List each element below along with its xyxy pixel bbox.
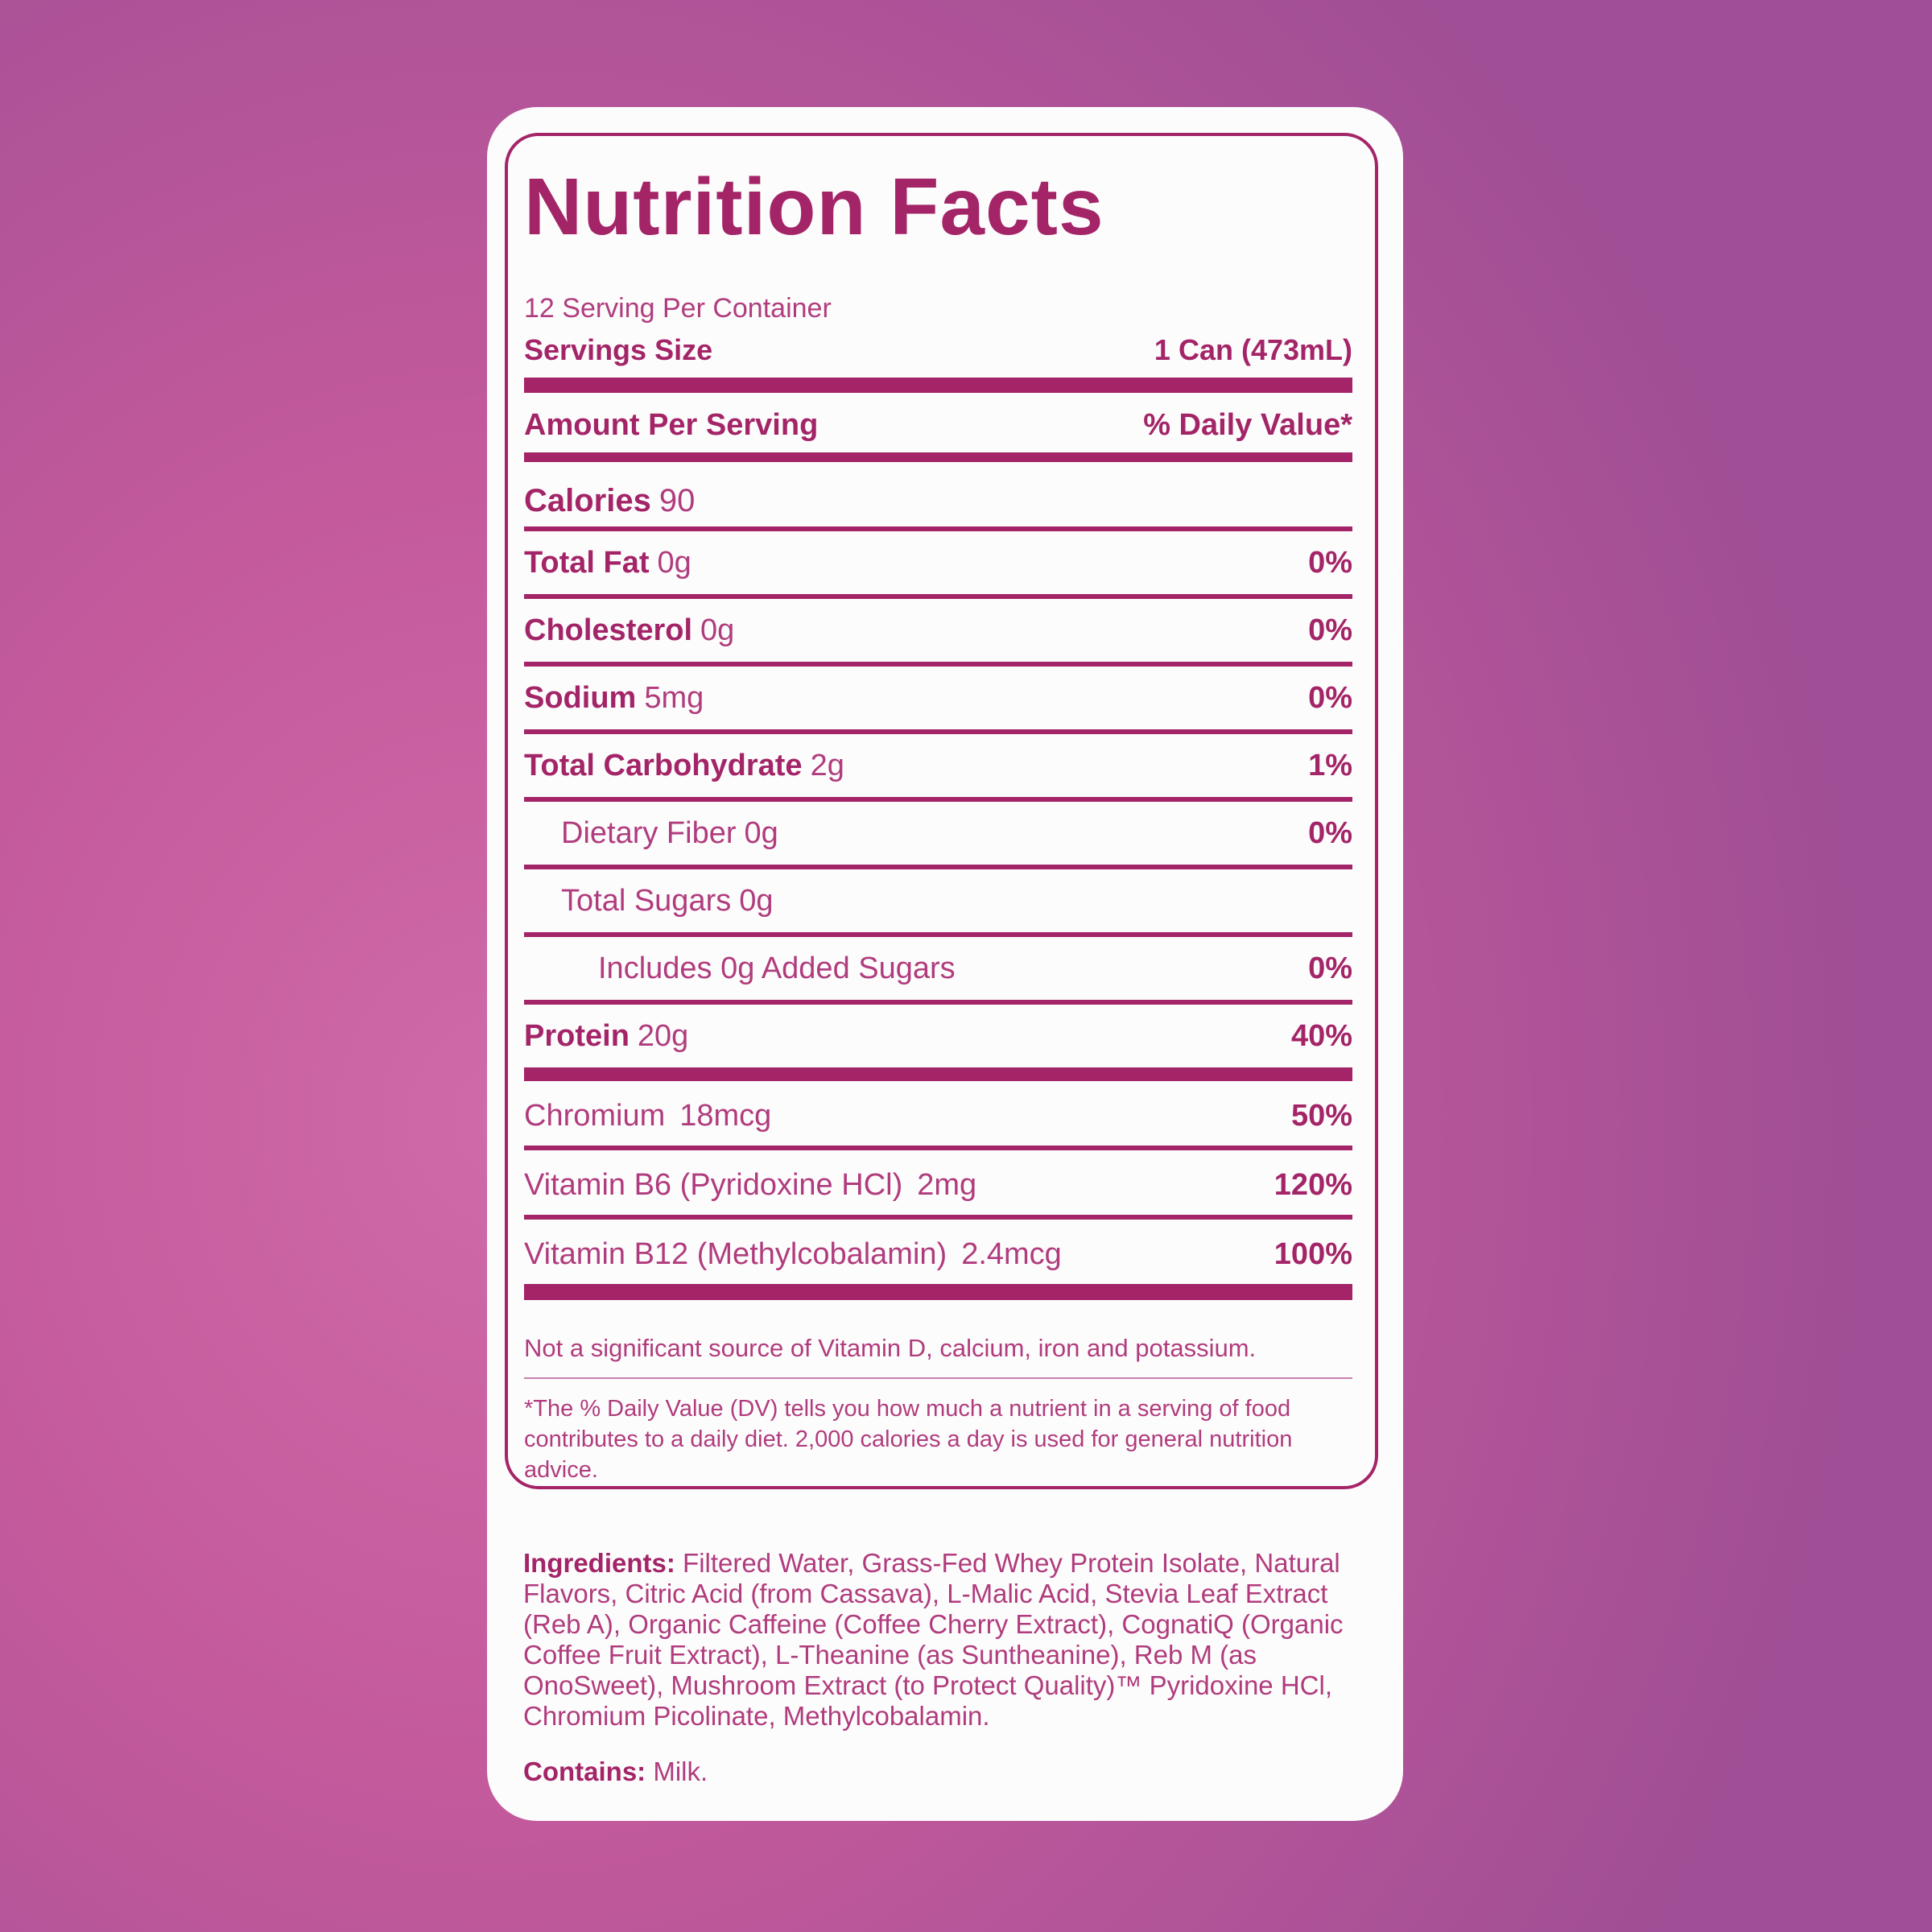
- nutrient-cell: Total Fat 0g: [524, 544, 691, 581]
- table-row-chromium: Chromium 18mcg 50%: [524, 1081, 1352, 1150]
- nutrient-cell: Dietary Fiber 0g: [524, 815, 778, 852]
- table-row-protein: Protein 20g 40%: [524, 1005, 1352, 1067]
- vitamin-cell: Chromium 18mcg: [524, 1097, 771, 1134]
- nutrient-name: Dietary Fiber: [561, 816, 737, 850]
- vitamin-dv: 100%: [1274, 1237, 1352, 1271]
- nutrient-dv: 0%: [1308, 816, 1352, 850]
- nutrient-amount: 20g: [637, 1019, 689, 1053]
- nutrient-cell: Sodium 5mg: [524, 679, 704, 716]
- table-row-cholesterol: Cholesterol 0g 0%: [524, 599, 1352, 667]
- calories-cell: Calories 90: [524, 481, 695, 520]
- table-row-total-carbohydrate: Total Carbohydrate 2g 1%: [524, 734, 1352, 802]
- nutrient-dv: 1%: [1308, 749, 1352, 782]
- nutrition-facts-panel: Nutrition Facts 12 Serving Per Container…: [505, 133, 1378, 1489]
- servings-per-container: 12 Serving Per Container: [524, 293, 832, 324]
- nutrient-name: Total Sugars: [561, 884, 732, 918]
- vitamin-amount: 2.4mcg: [961, 1237, 1062, 1271]
- vitamin-cell: Vitamin B12 (Methylcobalamin) 2.4mcg: [524, 1236, 1062, 1273]
- hairline-divider: [524, 1377, 1352, 1379]
- nutrient-name: Cholesterol: [524, 613, 693, 647]
- serving-size-row: Servings Size 1 Can (473mL): [524, 332, 1352, 369]
- calories-label: Calories: [524, 483, 651, 518]
- nutrient-dv: 0%: [1308, 681, 1352, 715]
- nutrient-name: Total Fat: [524, 546, 650, 580]
- amount-header-row: Amount Per Serving % Daily Value*: [524, 407, 1352, 444]
- divider-thick-bottom: [524, 1284, 1352, 1300]
- nutrient-amount: 0g: [700, 613, 735, 647]
- table-row-total-fat: Total Fat 0g 0%: [524, 531, 1352, 599]
- ingredients-label: Ingredients:: [523, 1548, 675, 1578]
- nutrient-name: Total Carbohydrate: [524, 749, 803, 782]
- serving-size-label: Servings Size: [524, 333, 713, 366]
- contains-line: Contains: Milk.: [523, 1756, 1377, 1788]
- nutrient-amount: 0g: [739, 884, 774, 918]
- vitamin-amount: 18mcg: [679, 1099, 772, 1133]
- vitamin-name: Vitamin B6 (Pyridoxine HCl): [524, 1168, 903, 1202]
- contains-label: Contains:: [523, 1757, 646, 1786]
- daily-value-header: % Daily Value*: [1143, 408, 1352, 442]
- vitamin-cell: Vitamin B6 (Pyridoxine HCl) 2mg: [524, 1166, 976, 1203]
- vitamin-dv: 50%: [1290, 1099, 1352, 1133]
- ingredients-text: Filtered Water, Grass-Fed Whey Protein I…: [523, 1548, 1344, 1731]
- divider-medium-protein: [524, 1067, 1352, 1081]
- ingredients-paragraph: Ingredients: Filtered Water, Grass-Fed W…: [523, 1548, 1377, 1732]
- nutrient-dv: 0%: [1308, 613, 1352, 647]
- table-row-added-sugars: Includes 0g Added Sugars 0%: [524, 937, 1352, 1005]
- amount-per-serving-label: Amount Per Serving: [524, 408, 819, 442]
- nutrient-amount: 2g: [810, 749, 844, 782]
- nutrient-name: Sodium: [524, 681, 637, 715]
- vitamin-name: Chromium: [524, 1099, 666, 1133]
- nutrient-dv: 40%: [1290, 1019, 1352, 1053]
- divider-medium: [524, 452, 1352, 462]
- nutrient-amount: 5mg: [644, 681, 704, 715]
- nutrient-dv: 0%: [1308, 952, 1352, 985]
- serving-size-value: 1 Can (473mL): [1154, 333, 1352, 366]
- table-row-dietary-fiber: Dietary Fiber 0g 0%: [524, 802, 1352, 869]
- nutrient-name: Includes 0g Added Sugars: [598, 952, 956, 985]
- nutrition-label-card: Nutrition Facts 12 Serving Per Container…: [487, 107, 1403, 1821]
- nutrient-amount: 0g: [744, 816, 778, 850]
- nutrient-cell: Includes 0g Added Sugars: [524, 950, 956, 987]
- nutrient-cell: Total Carbohydrate 2g: [524, 747, 844, 784]
- vitamin-dv: 120%: [1274, 1168, 1352, 1202]
- table-row-vitamin-b6: Vitamin B6 (Pyridoxine HCl) 2mg 120%: [524, 1150, 1352, 1220]
- nutrient-cell: Total Sugars 0g: [524, 882, 774, 919]
- not-significant-note: Not a significant source of Vitamin D, c…: [524, 1334, 1257, 1362]
- nutrient-amount: 0g: [657, 546, 691, 580]
- table-row-vitamin-b12: Vitamin B12 (Methylcobalamin) 2.4mcg 100%: [524, 1220, 1352, 1284]
- calories-value: 90: [658, 483, 696, 518]
- nutrient-dv: 0%: [1308, 546, 1352, 580]
- divider-thick-top: [524, 378, 1352, 393]
- table-row-total-sugars: Total Sugars 0g: [524, 869, 1352, 937]
- page-title: Nutrition Facts: [524, 162, 1104, 252]
- vitamin-amount: 2mg: [917, 1168, 977, 1202]
- nutrient-cell: Protein 20g: [524, 1018, 688, 1055]
- contains-text: Milk.: [653, 1757, 708, 1786]
- vitamin-name: Vitamin B12 (Methylcobalamin): [524, 1237, 947, 1271]
- nutrient-name: Protein: [524, 1019, 630, 1053]
- daily-value-footnote: *The % Daily Value (DV) tells you how mu…: [524, 1396, 1293, 1483]
- table-row-sodium: Sodium 5mg 0%: [524, 667, 1352, 734]
- nutrient-cell: Cholesterol 0g: [524, 612, 734, 649]
- calories-row: Calories 90: [524, 462, 1352, 531]
